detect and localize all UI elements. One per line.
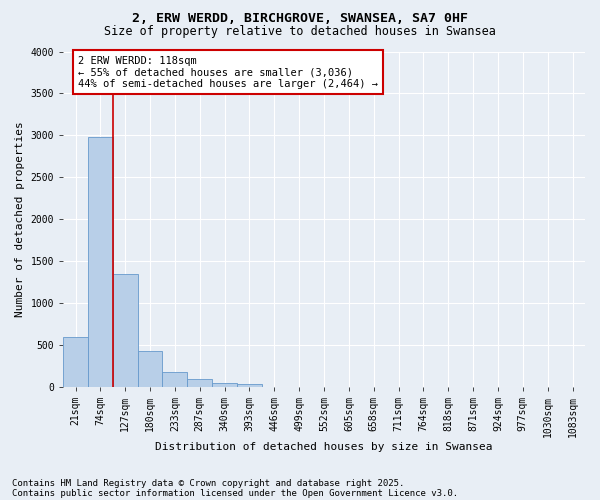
Bar [237, 384, 262, 387]
Bar [113, 274, 137, 387]
Bar [163, 372, 187, 387]
Bar [212, 383, 237, 387]
X-axis label: Distribution of detached houses by size in Swansea: Distribution of detached houses by size … [155, 442, 493, 452]
Text: 2, ERW WERDD, BIRCHGROVE, SWANSEA, SA7 0HF: 2, ERW WERDD, BIRCHGROVE, SWANSEA, SA7 0… [132, 12, 468, 26]
Bar [137, 350, 163, 387]
Y-axis label: Number of detached properties: Number of detached properties [15, 122, 25, 317]
Bar [63, 338, 88, 387]
Bar [88, 137, 113, 387]
Text: 2 ERW WERDD: 118sqm
← 55% of detached houses are smaller (3,036)
44% of semi-det: 2 ERW WERDD: 118sqm ← 55% of detached ho… [78, 56, 378, 89]
Text: Contains public sector information licensed under the Open Government Licence v3: Contains public sector information licen… [12, 488, 458, 498]
Text: Contains HM Land Registry data © Crown copyright and database right 2025.: Contains HM Land Registry data © Crown c… [12, 478, 404, 488]
Text: Size of property relative to detached houses in Swansea: Size of property relative to detached ho… [104, 25, 496, 38]
Bar [187, 379, 212, 387]
